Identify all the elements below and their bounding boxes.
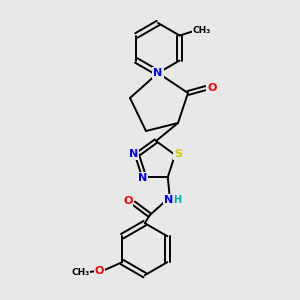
Text: N: N [138, 173, 147, 183]
Text: O: O [123, 196, 132, 206]
Text: O: O [207, 83, 217, 93]
Text: CH₃: CH₃ [71, 268, 89, 277]
Text: N: N [129, 149, 139, 159]
Text: H: H [173, 195, 181, 205]
Text: N: N [153, 68, 163, 78]
Text: O: O [94, 266, 104, 276]
Text: S: S [174, 149, 182, 159]
Text: N: N [164, 195, 173, 205]
Text: CH₃: CH₃ [193, 26, 211, 35]
